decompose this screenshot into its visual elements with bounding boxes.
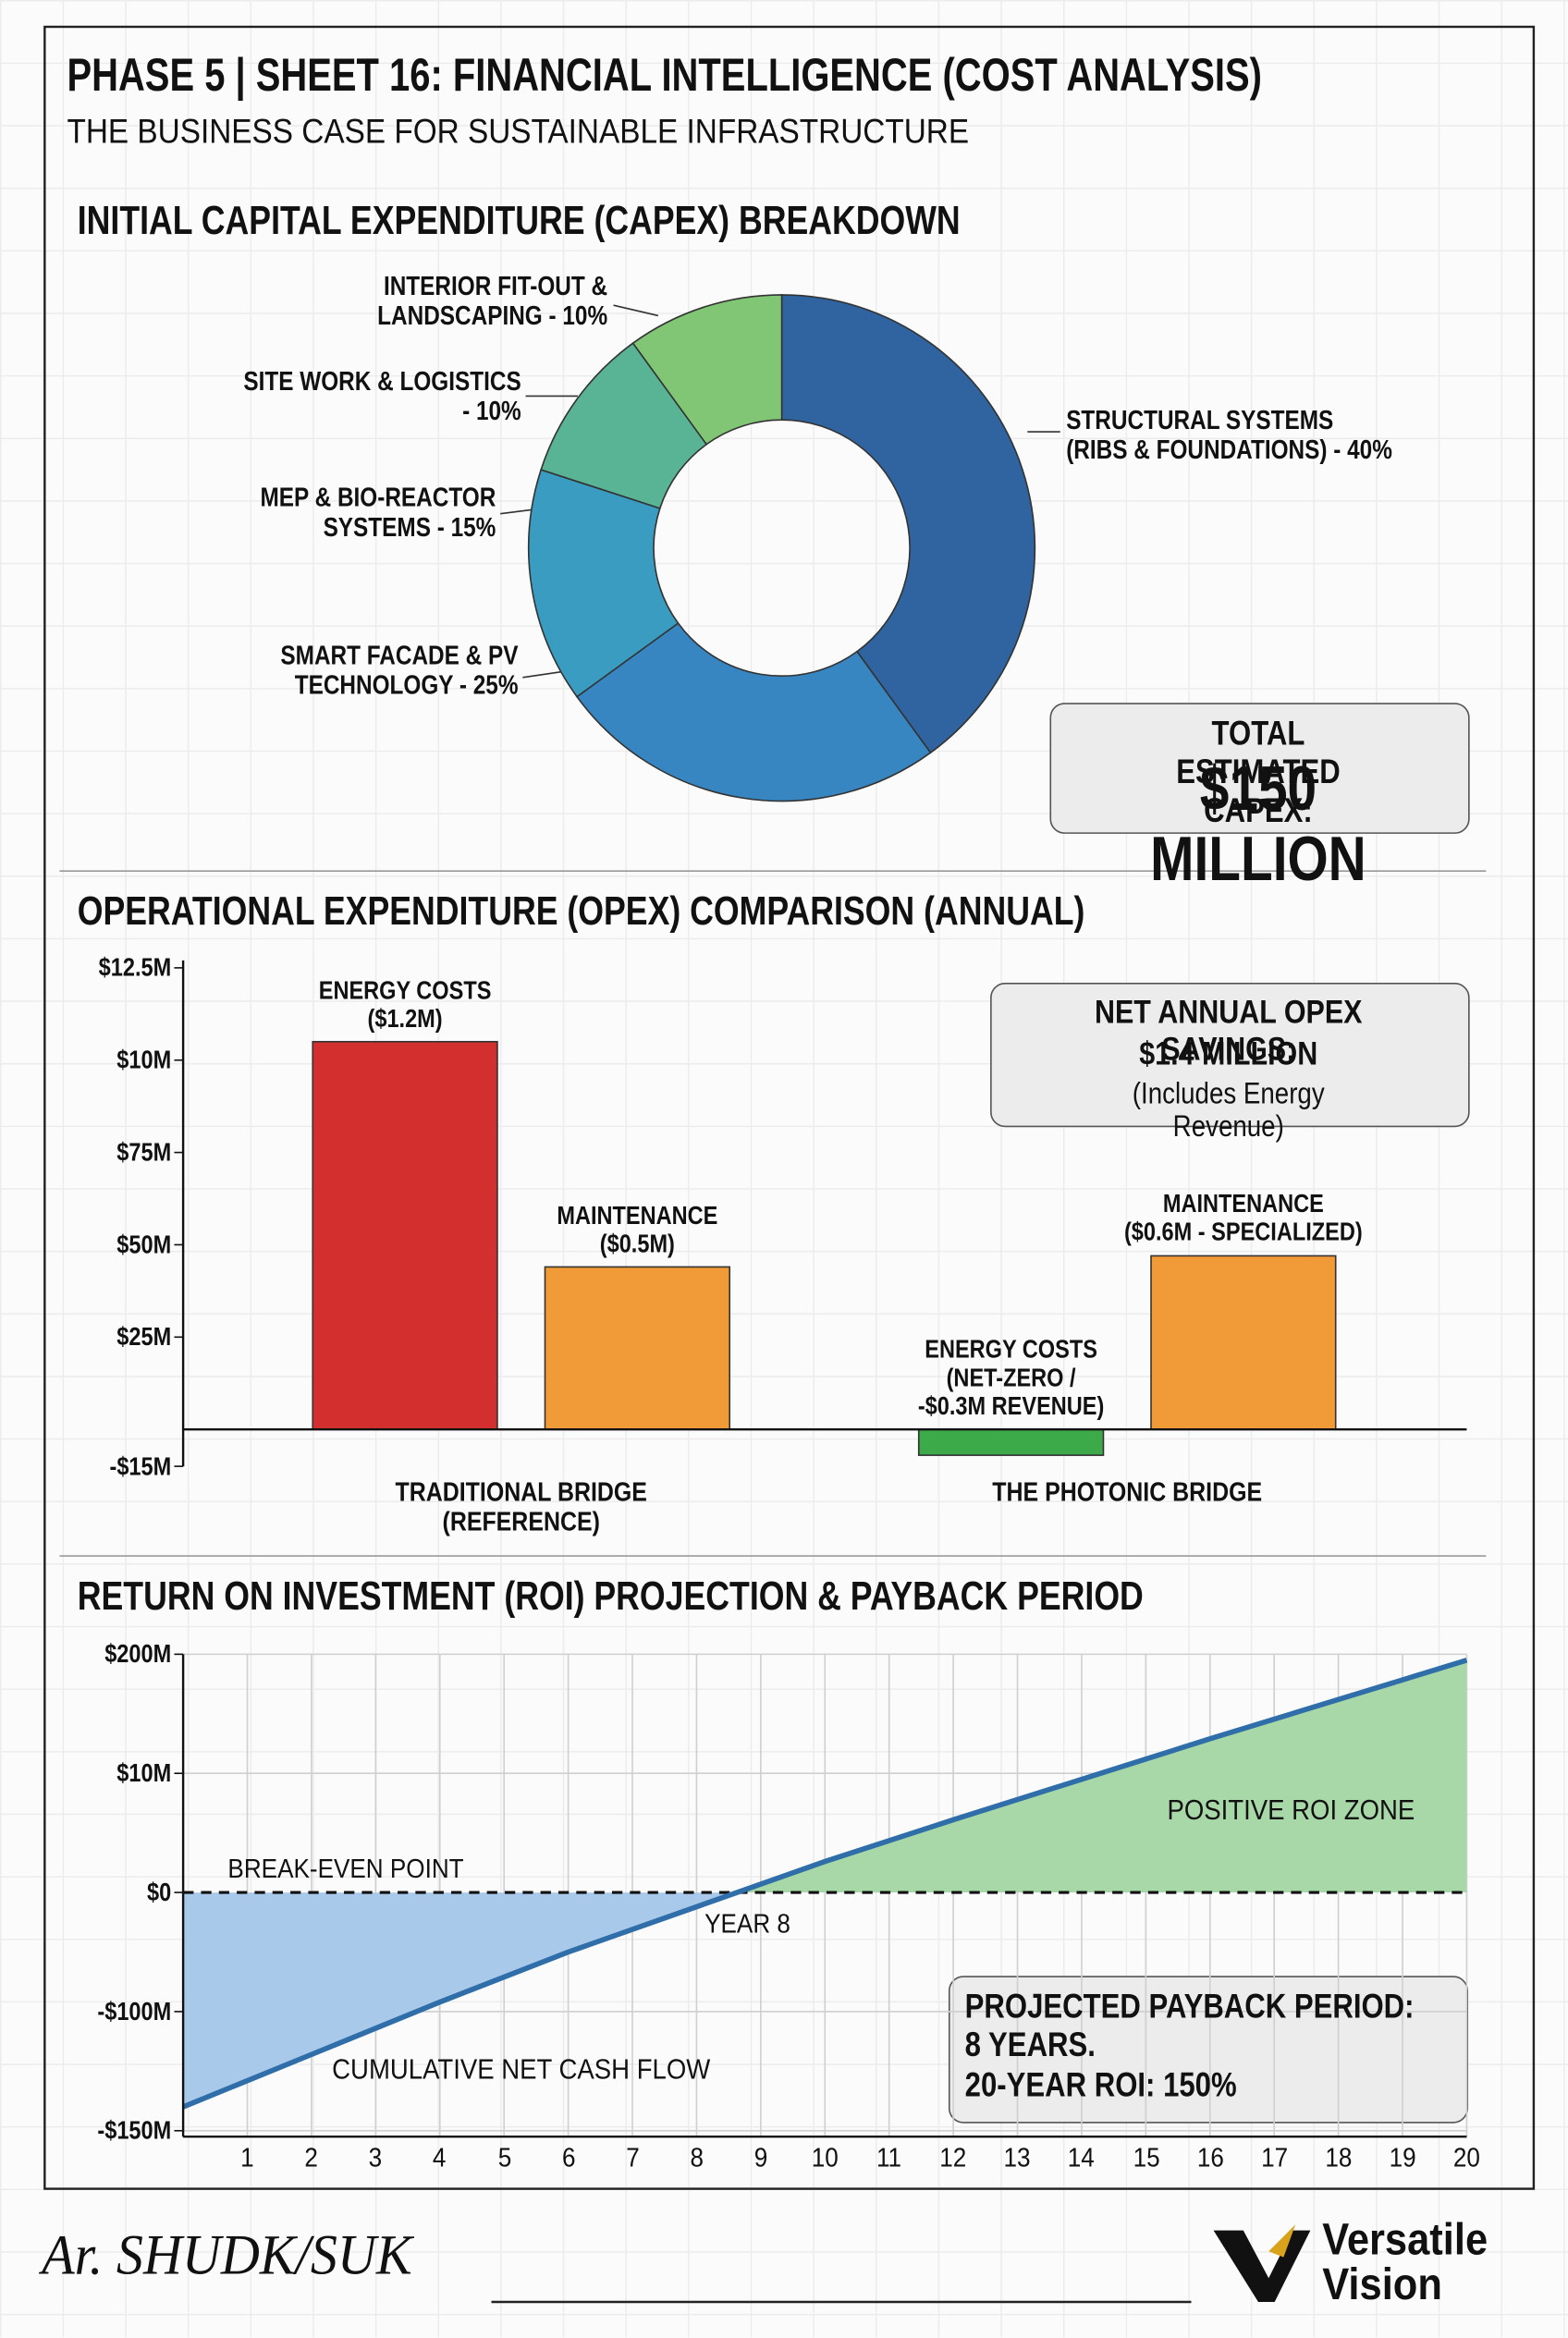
donut-segment xyxy=(527,469,680,698)
callout-value: $1.4 MILLION xyxy=(1139,1034,1318,1072)
x-tick-label: 10 xyxy=(811,2142,839,2173)
bar xyxy=(312,1040,498,1430)
area-positive xyxy=(183,1659,1467,1893)
logo-text: Versatile Vision xyxy=(1322,2215,1488,2310)
annotation: POSITIVE ROI ZONE xyxy=(1167,1795,1415,1828)
x-tick-label: 14 xyxy=(1068,2142,1096,2173)
capex-callout-box xyxy=(1049,703,1470,834)
x-tick-label: 18 xyxy=(1325,2142,1353,2173)
logo-mark xyxy=(1213,2224,1311,2302)
x-tick-label: 8 xyxy=(690,2142,704,2173)
x-tick-label: 16 xyxy=(1196,2142,1224,2173)
chart-title: RETURN ON INVESTMENT (ROI) PROJECTION & … xyxy=(77,1573,1144,1619)
x-tick-label: 15 xyxy=(1132,2142,1159,2173)
x-tick-label: 11 xyxy=(876,2142,902,2173)
roi-callout-box xyxy=(948,1976,1469,2124)
y-tick-label: $75M xyxy=(116,1138,172,1167)
group-label: THE PHOTONIC BRIDGE xyxy=(992,1476,1263,1507)
page-subtitle: THE BUSINESS CASE FOR SUSTAINABLE INFRAS… xyxy=(67,111,970,151)
page-title: PHASE 5 | SHEET 16: FINANCIAL INTELLIGEN… xyxy=(67,49,1262,102)
opex-callout-box xyxy=(990,982,1470,1128)
x-tick-label: 12 xyxy=(939,2142,967,2173)
y-tick-label: -$15M xyxy=(109,1451,172,1481)
frame xyxy=(43,25,1536,2190)
x-tick-label: 13 xyxy=(1003,2142,1032,2173)
signature: Ar. SHUDK/SUK xyxy=(42,2224,412,2287)
bar xyxy=(917,1428,1105,1456)
segment-label: MEP & BIO-REACTOR SYSTEMS - 15% xyxy=(260,482,496,543)
callout-title: NET ANNUAL OPEX SAVINGS: xyxy=(1094,993,1363,1068)
bar-label: MAINTENANCE ($0.6M - SPECIALIZED) xyxy=(1123,1190,1363,1247)
x-tick-label: 2 xyxy=(304,2142,319,2173)
chart-title: INITIAL CAPITAL EXPENDITURE (CAPEX) BREA… xyxy=(77,198,961,243)
donut-segment xyxy=(780,294,1036,754)
x-tick-label: 19 xyxy=(1389,2142,1416,2173)
group-label: TRADITIONAL BRIDGE (REFERENCE) xyxy=(395,1476,647,1537)
y-tick-label: $10M xyxy=(116,1046,172,1075)
x-tick-label: 7 xyxy=(625,2142,640,2173)
x-tick-label: 3 xyxy=(369,2142,383,2173)
x-tick-label: 17 xyxy=(1260,2142,1288,2173)
donut-segment xyxy=(575,621,932,802)
segment-label: INTERIOR FIT-OUT & LANDSCAPING - 10% xyxy=(377,271,608,331)
annotation: YEAR 8 xyxy=(704,1908,790,1940)
x-tick-label: 1 xyxy=(240,2142,254,2173)
y-tick-label: $50M xyxy=(116,1230,172,1259)
bar xyxy=(1150,1255,1337,1430)
y-tick-label: -$150M xyxy=(97,2116,172,2146)
y-tick-label: $0 xyxy=(147,1878,172,1907)
x-tick-label: 4 xyxy=(433,2142,447,2173)
callout-value: $150 MILLION xyxy=(1150,753,1366,894)
y-tick-label: $200M xyxy=(104,1640,172,1669)
y-tick-label: $12.5M xyxy=(98,953,172,983)
callout-note: (Includes Energy Revenue) xyxy=(1132,1078,1325,1145)
segment-label: SMART FACADE & PV TECHNOLOGY - 25% xyxy=(280,640,519,701)
y-tick-label: $10M xyxy=(116,1758,172,1788)
x-tick-label: 6 xyxy=(561,2142,575,2173)
chart-title: OPERATIONAL EXPENDITURE (OPEX) COMPARISO… xyxy=(77,888,1085,934)
series-label: CUMULATIVE NET CASH FLOW xyxy=(332,2054,711,2087)
callout-label: TOTAL ESTIMATED CAPEX: xyxy=(1176,713,1341,829)
segment-label: SITE WORK & LOGISTICS - 10% xyxy=(243,366,521,426)
cash-flow-line xyxy=(182,1658,1468,2110)
x-tick-label: 5 xyxy=(496,2142,511,2173)
area-negative xyxy=(183,1892,1467,2107)
callout-text: PROJECTED PAYBACK PERIOD: 8 YEARS. 20-YE… xyxy=(964,1986,1415,2104)
bar-label: ENERGY COSTS (NET-ZERO / -$0.3M REVENUE) xyxy=(917,1335,1105,1421)
annotation: BREAK-EVEN POINT xyxy=(227,1854,464,1884)
y-tick-label: $25M xyxy=(116,1322,172,1352)
donut-segment xyxy=(631,294,783,446)
bar-label: ENERGY COSTS ($1.2M) xyxy=(318,975,492,1034)
y-tick-label: -$100M xyxy=(97,1997,172,2026)
segment-label: STRUCTURAL SYSTEMS (RIBS & FOUNDATIONS) … xyxy=(1066,405,1392,465)
x-tick-label: 20 xyxy=(1452,2142,1480,2173)
x-tick-label: 9 xyxy=(753,2142,768,2173)
bar-label: MAINTENANCE ($0.5M) xyxy=(557,1201,718,1258)
bar xyxy=(544,1266,730,1430)
